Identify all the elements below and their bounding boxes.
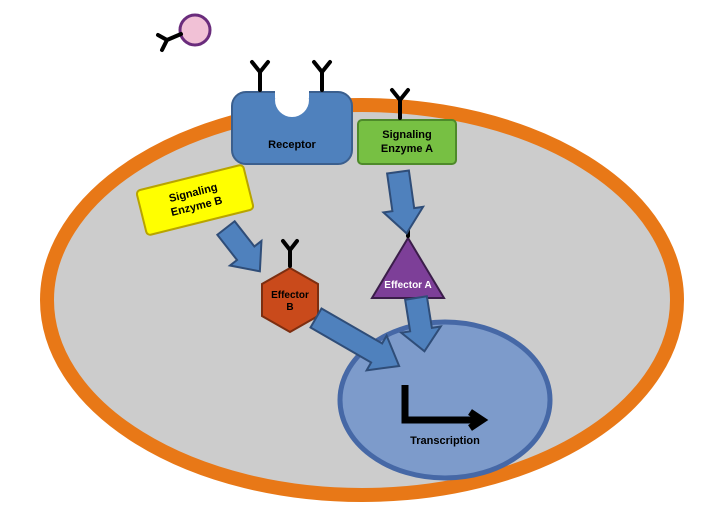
- ligand: [180, 15, 210, 45]
- signaling-a-label-1: Signaling: [382, 129, 432, 141]
- signaling-enzyme-a: Signaling Enzyme A: [358, 120, 456, 164]
- transcription-label: Transcription: [410, 435, 480, 447]
- effector-b-label-1: Effector: [271, 290, 309, 301]
- receptor: Receptor: [232, 83, 352, 164]
- ligand-antibody-icon: [158, 34, 181, 50]
- signaling-a-label-2: Enzyme A: [381, 143, 433, 155]
- effector-a-label: Effector A: [384, 280, 431, 291]
- receptor-label: Receptor: [268, 139, 316, 151]
- effector-b-label-2: B: [286, 302, 293, 313]
